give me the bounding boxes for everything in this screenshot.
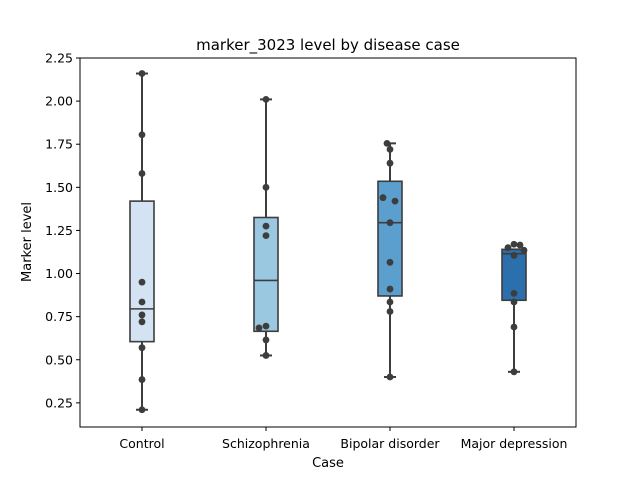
plot-area-frame — [79, 57, 577, 428]
data-point — [262, 336, 270, 344]
data-point — [138, 318, 146, 326]
x-axis: Control Schizophrenia Bipolar disorder Majo… — [119, 427, 567, 451]
x-tick-label: Bipolar disorder — [340, 436, 440, 451]
data-point — [510, 298, 518, 306]
data-point — [510, 252, 518, 259]
x-axis-label: Case — [312, 456, 344, 471]
data-point — [386, 258, 394, 266]
chart-title: marker_3023 level by disease case — [196, 36, 460, 55]
data-point — [510, 323, 518, 331]
data-point — [386, 298, 394, 306]
y-tick-label: 1.25 — [45, 223, 73, 238]
data-point — [386, 145, 394, 153]
data-point — [386, 373, 394, 381]
data-point — [386, 308, 394, 315]
data-point — [262, 183, 270, 191]
data-point — [262, 222, 270, 230]
data-point — [520, 246, 528, 254]
data-point — [504, 244, 512, 252]
x-tick-label: Major depression — [461, 436, 568, 451]
data-point — [138, 131, 146, 139]
data-point — [262, 95, 270, 103]
x-tick-label: Schizophrenia — [222, 436, 310, 451]
data-point — [386, 159, 394, 167]
y-axis-label: Marker level — [20, 202, 35, 282]
y-tick-label: 0.25 — [45, 395, 73, 410]
data-point — [262, 232, 270, 240]
box-group — [253, 98, 279, 357]
plot-content — [129, 70, 528, 414]
y-tick-label: 2.25 — [45, 51, 73, 66]
data-point — [255, 324, 263, 332]
data-point — [262, 322, 270, 330]
data-point — [510, 240, 518, 248]
y-tick-label: 1.75 — [45, 137, 73, 152]
data-point — [138, 278, 146, 286]
data-point — [138, 70, 146, 77]
data-point — [138, 406, 146, 414]
x-tick-label: Control — [119, 436, 164, 451]
data-point — [138, 376, 146, 383]
y-axis: 0.25 0.50 0.75 1.00 1.25 1.50 1.75 2.00 2.25 — [45, 51, 80, 410]
data-point — [262, 352, 270, 359]
data-point — [138, 311, 146, 319]
y-tick-label: 1.00 — [45, 266, 73, 281]
data-point — [138, 344, 146, 352]
y-tick-label: 2.00 — [45, 94, 73, 109]
data-point — [386, 219, 394, 227]
y-tick-label: 1.50 — [45, 180, 73, 195]
data-point — [138, 298, 146, 306]
data-point — [510, 289, 518, 297]
data-point — [138, 170, 146, 177]
data-point — [510, 368, 518, 376]
data-point — [391, 197, 399, 205]
data-point — [383, 139, 391, 147]
data-point — [516, 241, 524, 249]
y-tick-label: 0.75 — [45, 309, 73, 324]
y-tick-label: 0.50 — [45, 352, 73, 367]
data-point — [379, 194, 387, 202]
data-point — [386, 285, 394, 293]
